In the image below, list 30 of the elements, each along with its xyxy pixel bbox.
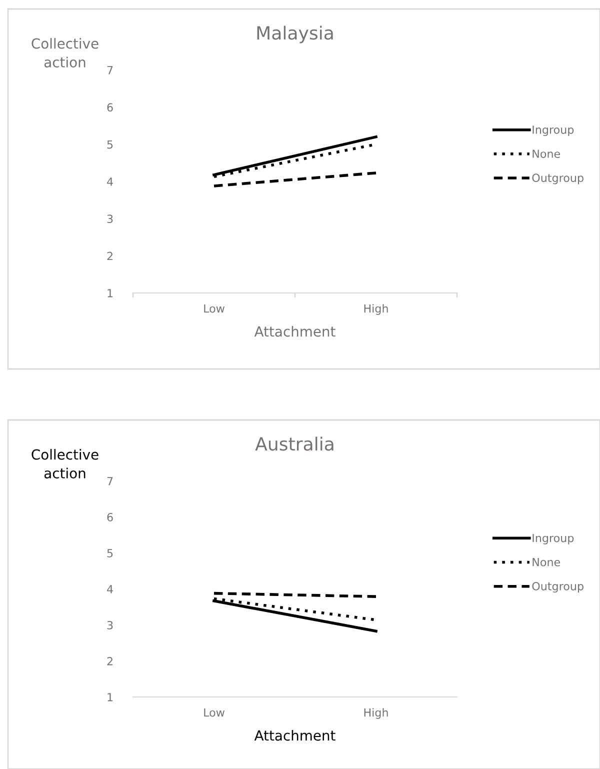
legend-label: None: [532, 150, 560, 158]
x-tick-label: High: [364, 304, 388, 315]
chart-title: Australia: [255, 436, 334, 451]
y-tick-label: 4: [107, 178, 113, 186]
y-tick-label: 4: [107, 585, 113, 594]
x-tick-label: Low: [204, 304, 224, 313]
x-axis-title: Attachment: [254, 326, 336, 337]
legend-label: None: [532, 558, 560, 566]
x-axis-title: Attachment: [254, 730, 336, 741]
y-tick-label: 7: [107, 66, 113, 74]
x-tick-label: Low: [204, 708, 224, 717]
y-tick-label: 5: [107, 549, 113, 558]
y-axis-title: Collective action: [32, 449, 98, 478]
y-tick-label: 1: [108, 693, 113, 702]
legend-label: Outgroup: [532, 174, 584, 184]
y-tick-label: 2: [107, 656, 112, 666]
y-tick-label: 3: [107, 620, 113, 630]
chart-title: Malaysia: [257, 26, 333, 44]
y-axis-title: Collective action: [32, 38, 98, 68]
x-tick-label: High: [364, 708, 388, 719]
y-tick-label: 7: [107, 477, 113, 486]
legend-label: Ingroup: [532, 126, 574, 136]
y-tick-label: 6: [107, 512, 113, 522]
y-tick-label: 6: [107, 103, 113, 112]
y-tick-label: 3: [107, 214, 113, 224]
legend-label: Outgroup: [532, 582, 584, 593]
legend-label: Ingroup: [532, 534, 574, 544]
y-tick-label: 1: [108, 289, 113, 298]
y-tick-label: 5: [107, 140, 113, 149]
y-tick-label: 2: [107, 252, 112, 260]
